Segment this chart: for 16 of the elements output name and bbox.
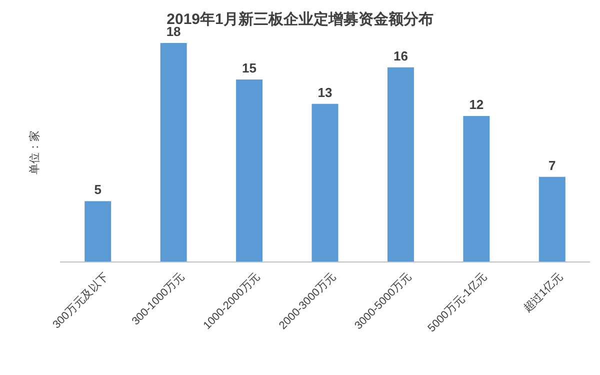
bar bbox=[538, 176, 566, 262]
data-label: 16 bbox=[393, 48, 408, 64]
bar bbox=[236, 80, 263, 262]
data-label: 13 bbox=[318, 84, 332, 100]
data-label: 5 bbox=[94, 182, 102, 198]
bar bbox=[463, 116, 490, 262]
bar bbox=[160, 43, 187, 262]
x-tick-label: 300万元及以下 bbox=[50, 270, 112, 332]
y-axis-title: 单位：家 bbox=[28, 130, 41, 174]
bar bbox=[312, 104, 338, 262]
data-label: 12 bbox=[469, 97, 484, 112]
bar bbox=[84, 201, 112, 262]
x-tick-label: 超过1亿元 bbox=[520, 270, 566, 315]
data-label: 7 bbox=[548, 158, 556, 173]
bar bbox=[387, 67, 414, 262]
data-label: 15 bbox=[242, 60, 257, 76]
